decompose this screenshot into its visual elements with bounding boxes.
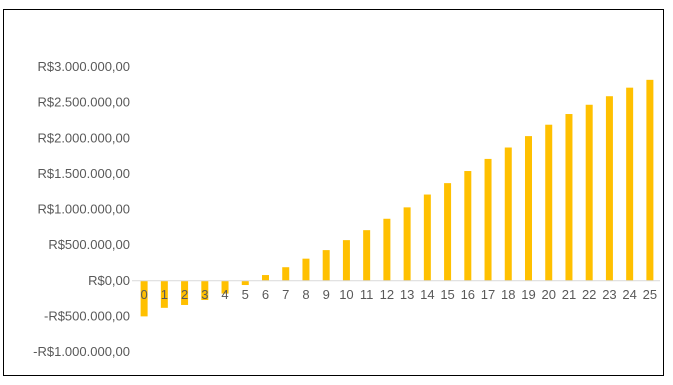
bar-25 [646, 79, 654, 281]
bar-22 [585, 104, 593, 281]
chart-frame: R$3.000.000,00 R$2.500.000,00 R$2.000.000,… [3, 9, 664, 376]
bar-10 [342, 240, 350, 281]
bar-13 [403, 207, 411, 281]
bar-4 [221, 280, 229, 294]
x-category-label: 8 [302, 287, 309, 302]
x-category-label: 22 [582, 287, 596, 302]
y-tick-label: R$2.000.000,00 [37, 130, 130, 145]
x-category-label: 19 [521, 287, 535, 302]
x-category-label: 17 [481, 287, 495, 302]
x-category-label: 23 [602, 287, 616, 302]
bar-18 [504, 147, 512, 281]
x-category-label: 5 [242, 287, 249, 302]
bar-23 [605, 96, 613, 281]
bar-9 [322, 250, 330, 281]
x-category-label: 7 [282, 287, 289, 302]
x-category-label: 10 [339, 287, 353, 302]
x-category-label: 4 [221, 287, 228, 302]
x-category-label: 20 [541, 287, 555, 302]
bar-21 [565, 114, 573, 281]
chart-svg: R$3.000.000,00 R$2.500.000,00 R$2.000.000,… [33, 59, 660, 359]
bar-20 [545, 124, 553, 281]
x-category-label: 24 [622, 287, 636, 302]
bar-7 [282, 267, 290, 281]
y-tick-label: R$500.000,00 [48, 237, 130, 252]
bar-24 [626, 87, 634, 281]
x-category-label: 18 [501, 287, 515, 302]
x-category-labels: 0 1 2 3 4 5 6 7 8 9 10 11 12 13 14 15 16 17 18 19 20 21 22 23 24… [140, 287, 657, 302]
y-tick-labels: R$3.000.000,00 R$2.500.000,00 R$2.000.000,… [33, 59, 130, 359]
x-category-label: 12 [380, 287, 394, 302]
x-category-label: 13 [400, 287, 414, 302]
y-tick-label: R$1.500.000,00 [37, 166, 130, 181]
x-category-label: 14 [420, 287, 434, 302]
x-category-label: 11 [360, 287, 374, 302]
y-tick-label: -R$1.000.000,00 [33, 344, 130, 359]
x-category-label: 6 [262, 287, 269, 302]
bar-11 [363, 230, 371, 281]
bar-12 [383, 218, 391, 281]
bar-19 [525, 136, 532, 281]
bar-8 [302, 258, 310, 281]
y-tick-label: R$3.000.000,00 [37, 59, 130, 74]
bar-0 [140, 280, 148, 317]
y-tick-label: -R$500.000,00 [44, 308, 130, 323]
x-category-label: 25 [643, 287, 657, 302]
y-tick-label: R$1.000.000,00 [37, 202, 130, 217]
bar-17 [484, 158, 492, 281]
x-category-label: 21 [562, 287, 576, 302]
bar-16 [464, 171, 472, 281]
bar-1 [160, 280, 168, 308]
bar-14 [423, 194, 431, 281]
x-category-label: 1 [161, 287, 168, 302]
x-category-label: 0 [140, 287, 147, 302]
bar-3 [201, 280, 209, 300]
x-category-label: 16 [461, 287, 475, 302]
y-tick-label: R$2.500.000,00 [37, 95, 130, 110]
x-category-label: 15 [440, 287, 454, 302]
x-category-label: 2 [181, 287, 188, 302]
bar-6 [262, 275, 269, 281]
bar-5 [241, 280, 249, 286]
bar-2 [181, 280, 189, 305]
bars-group [140, 79, 654, 317]
y-tick-label: R$0,00 [88, 273, 130, 288]
bar-15 [444, 183, 452, 281]
x-category-label: 9 [323, 287, 330, 302]
x-category-label: 3 [201, 287, 208, 302]
